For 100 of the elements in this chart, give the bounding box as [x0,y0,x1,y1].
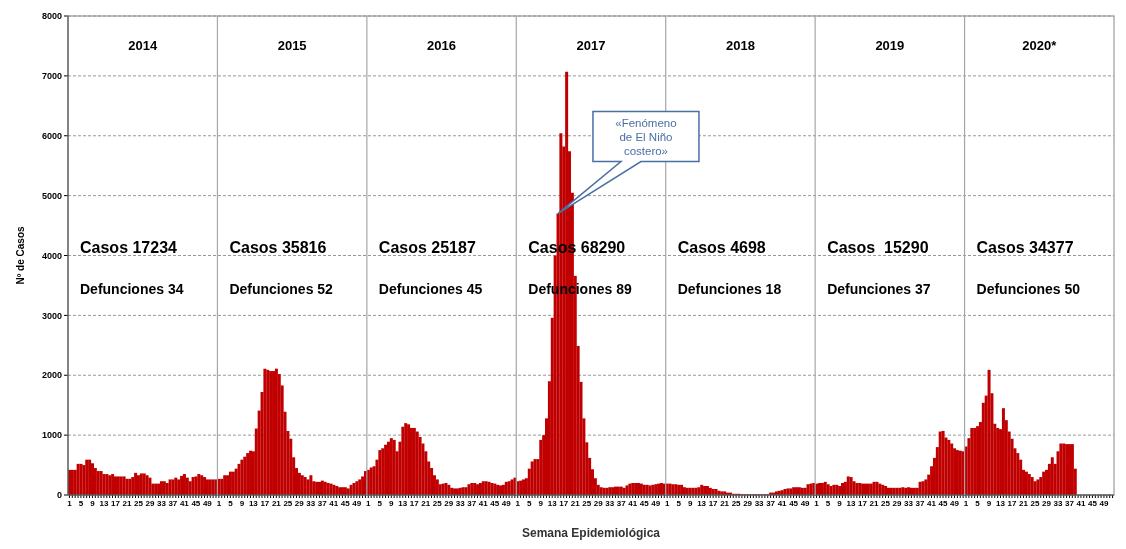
x-tick-label: 17 [409,498,420,508]
annotation: Defunciones 34 [80,280,184,297]
x-tick-label: 17 [110,498,121,508]
x-tick-label: 13 [697,498,707,508]
x-tick-label: 17 [708,498,719,508]
x-tick-label: 49 [1099,498,1109,508]
x-tick-label: 5 [676,498,682,508]
x-tick-label: 1 [664,498,670,508]
x-tick-label: 33 [754,498,765,508]
x-tick-label: 33 [455,498,466,508]
x-tick-label: 45 [938,498,949,508]
x-tick-label: 29 [444,498,454,508]
x-tick-label: 5 [825,498,831,508]
x-tick-label: 33 [1053,498,1063,508]
x-tick-label: 21 [570,498,581,508]
y-tick-label: 1000 [41,430,62,441]
x-tick-label: 9 [538,498,544,508]
annotation: Casos 25187 [378,239,476,257]
x-tick-label: 49 [202,498,213,508]
annotation: Defunciones 18 [677,280,782,297]
annotation: 2019 [875,37,905,53]
x-tick-label: 49 [651,498,661,508]
x-tick-label: 37 [766,498,776,508]
y-tick-label: 6000 [41,130,62,141]
y-tick-label: 0 [56,490,62,501]
annotation: Casos 15290 [827,239,929,257]
x-tick-label: 37 [1065,498,1075,508]
x-tick-label: 45 [490,498,500,508]
x-tick-label: 29 [743,498,753,508]
x-tick-label: 9 [986,498,992,508]
x-tick-label: 29 [892,498,903,508]
x-tick-label: 29 [294,498,305,508]
x-tick-label: 41 [927,498,937,508]
x-tick-label: 45 [639,498,650,508]
x-tick-label: 29 [593,498,604,508]
annotation: 2020* [1022,37,1058,53]
x-tick-label: 41 [628,498,638,508]
y-tick-label: 2000 [41,370,62,381]
x-tick-label: 21 [122,498,132,508]
x-tick-label: 5 [526,498,532,508]
x-tick-label: 49 [950,498,960,508]
annotation: Defunciones 45 [378,280,483,297]
x-tick-label: 1 [515,498,521,508]
x-tick-label: 33 [605,498,615,508]
x-tick-label: 25 [283,498,293,508]
x-tick-label: 37 [168,498,178,508]
x-tick-label: 13 [398,498,408,508]
x-tick-label: 49 [352,498,362,508]
x-tick-label: 9 [389,498,395,508]
x-tick-label: 13 [99,498,109,508]
y-tick-label: 4000 [41,250,62,261]
annotation: Casos 35816 [229,239,327,257]
x-tick-label: 49 [501,498,512,508]
x-tick-label: 13 [547,498,558,508]
x-tick-label: 1 [963,498,969,508]
x-tick-label: 33 [904,498,914,508]
y-axis-title: Nº de Casos [14,226,26,285]
x-tick-label: 37 [467,498,477,508]
x-tick-label: 37 [317,498,328,508]
annotation: 2018 [725,37,755,53]
x-tick-label: 25 [1030,498,1040,508]
x-tick-label: 9 [90,498,96,508]
x-tick-label: 17 [1007,498,1017,508]
x-tick-label: 41 [1076,498,1086,508]
x-tick-label: 1 [67,498,73,508]
annotation: «Fenómeno de El Niño costero» [615,116,677,157]
x-tick-label: 37 [616,498,627,508]
x-tick-label: 9 [239,498,245,508]
x-tick-label: 17 [858,498,868,508]
annotation: Casos 17234 [80,239,178,257]
x-tick-label: 17 [260,498,270,508]
x-tick-label: 25 [582,498,592,508]
x-tick-label: 41 [329,498,339,508]
x-tick-label: 21 [1019,498,1029,508]
x-tick-label: 25 [731,498,742,508]
x-tick-label: 17 [559,498,569,508]
x-tick-label: 5 [975,498,981,508]
annotation: Defunciones 50 [976,280,1081,297]
x-tick-label: 9 [687,498,693,508]
x-tick-label: 1 [366,498,372,508]
y-tick-label: 5000 [41,190,62,201]
x-tick-label: 25 [881,498,891,508]
x-tick-label: 41 [478,498,489,508]
x-tick-label: 13 [996,498,1006,508]
x-tick-label: 5 [78,498,84,508]
x-tick-label: 41 [179,498,190,508]
annotation: Casos 4698 [677,239,766,257]
x-tick-label: 33 [306,498,316,508]
annotation: 2017 [576,37,606,53]
x-tick-label: 33 [156,498,167,508]
x-tick-label: 41 [777,498,788,508]
x-tick-label: 9 [837,498,843,508]
annotation: Defunciones 37 [827,280,931,297]
x-tick-label: 1 [814,498,820,508]
x-tick-label: 25 [133,498,144,508]
x-tick-label: 45 [191,498,201,508]
annotation: 2015 [277,37,307,53]
x-tick-label: 29 [1042,498,1052,508]
y-tick-label: 8000 [41,11,62,22]
x-tick-label: 5 [228,498,234,508]
